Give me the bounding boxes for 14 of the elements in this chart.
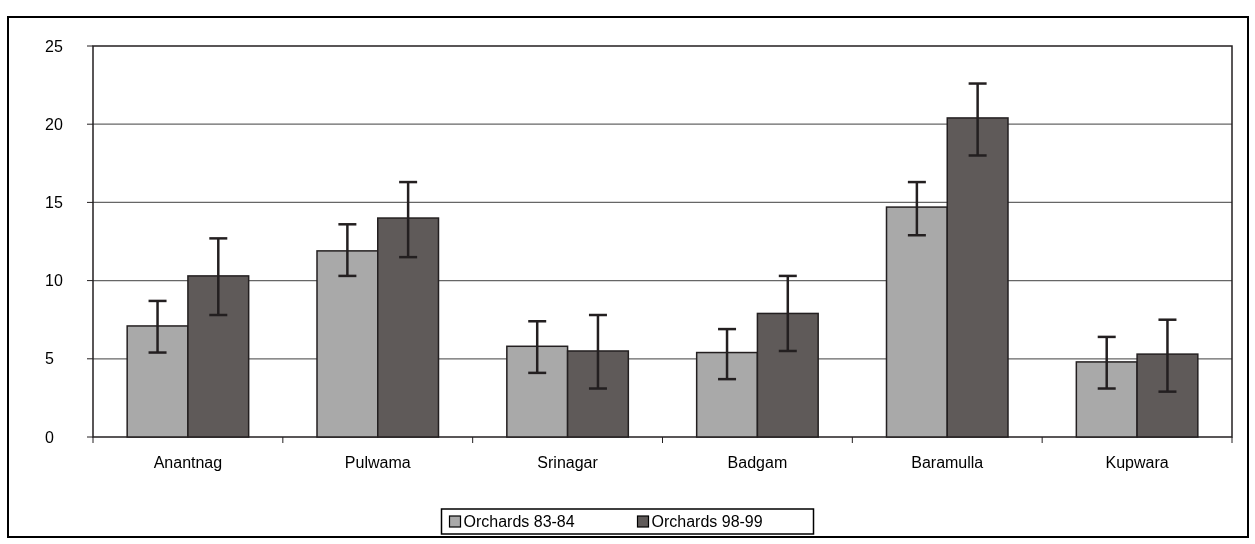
legend-label: Orchards 83-84 <box>463 513 575 530</box>
y-tick-label: 10 <box>45 272 63 290</box>
x-tick-label: Baramulla <box>911 454 984 471</box>
x-tick-label: Srinagar <box>537 454 599 471</box>
legend-label: Orchards 98-99 <box>651 513 763 530</box>
y-tick-label: 0 <box>45 428 54 446</box>
x-tick-label: Badgam <box>727 454 788 471</box>
x-tick-label: Anantnag <box>153 454 223 471</box>
x-tick-label: Pulwama <box>344 454 411 471</box>
x-tick-label: Kupwara <box>1105 454 1169 471</box>
y-tick-label: 20 <box>45 115 63 133</box>
y-tick-label: 25 <box>45 37 63 55</box>
y-tick-label: 5 <box>45 350 54 368</box>
y-tick-label: 15 <box>45 194 63 211</box>
